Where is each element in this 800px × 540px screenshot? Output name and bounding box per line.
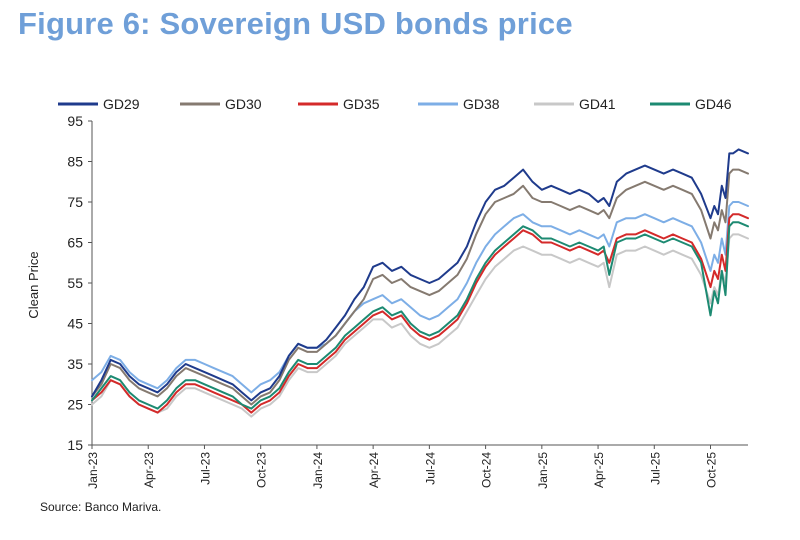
y-tick-label: 25	[67, 397, 83, 413]
y-axis: 15 25 35 45 55 65 75 85 95	[67, 113, 93, 453]
x-tick-label: Jul-24	[423, 452, 437, 485]
y-tick-label: 45	[67, 316, 83, 332]
x-tick-label: Jan-25	[536, 452, 550, 489]
x-tick-label: Apr-24	[367, 452, 381, 488]
legend-label: GD46	[695, 96, 732, 112]
x-tick-label: Jan-24	[311, 452, 325, 489]
legend-item-gd46: GD46	[650, 96, 732, 112]
legend-item-gd35: GD35	[298, 96, 380, 112]
x-tick-label: Oct-25	[705, 452, 719, 488]
y-tick-label: 75	[67, 194, 83, 210]
series-line-gd41	[91, 233, 749, 418]
x-tick-label: Apr-23	[142, 452, 156, 488]
legend-label: GD35	[343, 96, 380, 112]
series-line-gd30	[91, 168, 749, 406]
series-line-gd46	[91, 221, 749, 410]
x-tick-label: Oct-24	[480, 452, 494, 488]
legend-label: GD38	[463, 96, 500, 112]
x-tick-label: Apr-25	[592, 452, 606, 488]
figure-title: Figure 6: Sovereign USD bonds price	[18, 6, 573, 41]
x-tick-label: Oct-23	[255, 452, 269, 488]
y-tick-label: 15	[67, 437, 83, 453]
series-layer	[91, 148, 749, 418]
y-tick-label: 65	[67, 235, 83, 251]
source-note: Source: Banco Mariva.	[40, 500, 162, 514]
legend-item-gd38: GD38	[418, 96, 500, 112]
x-tick-label: Jul-25	[648, 452, 662, 485]
y-tick-label: 35	[67, 356, 83, 372]
legend: GD29 GD30 GD35 GD38 GD41 GD46	[58, 96, 732, 112]
series-line-gd29	[91, 148, 749, 402]
y-axis-title: Clean Price	[26, 251, 41, 318]
y-tick-label: 95	[67, 113, 83, 129]
y-tick-label: 85	[67, 154, 83, 170]
legend-item-gd29: GD29	[58, 96, 140, 112]
series-line-gd38	[91, 201, 749, 394]
legend-item-gd41: GD41	[534, 96, 616, 112]
x-tick-label: Jul-23	[198, 452, 212, 485]
y-tick-label: 55	[67, 275, 83, 291]
legend-label: GD30	[225, 96, 262, 112]
legend-label: GD41	[579, 96, 616, 112]
x-tick-label: Jan-23	[86, 452, 100, 489]
series-line-gd35	[91, 213, 749, 414]
legend-item-gd30: GD30	[180, 96, 262, 112]
legend-label: GD29	[103, 96, 140, 112]
x-axis: Jan-23 Apr-23 Jul-23 Oct-23 Jan-24 Apr-24 Jul-…	[86, 444, 748, 489]
